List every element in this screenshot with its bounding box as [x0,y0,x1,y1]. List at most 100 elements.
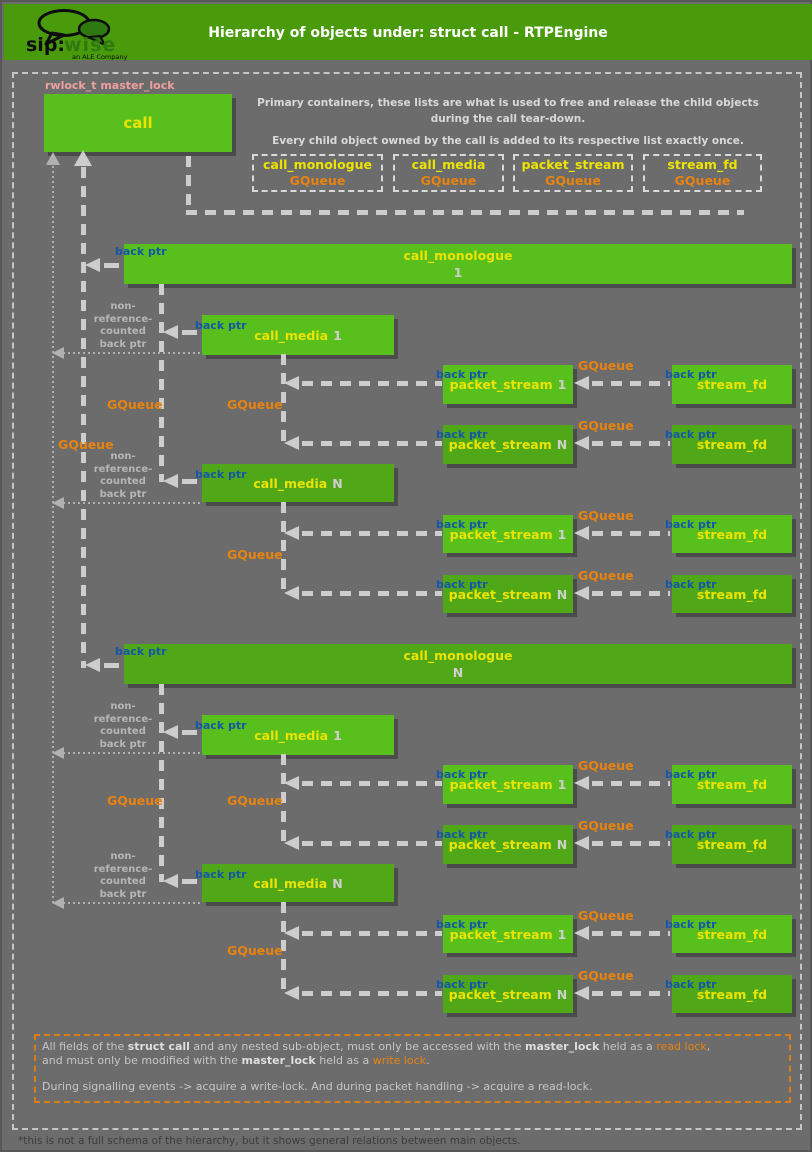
left-arrow-icon [284,926,299,940]
footnote: *this is not a full schema of the hierar… [18,1135,521,1147]
stream-link-line [302,991,442,996]
monologue-media-gqueue-line [159,684,164,882]
stream-fd-box: stream_fd [672,765,792,804]
left-arrow-icon [574,836,589,850]
box-title: call_media [253,875,328,891]
locking-note-box: All fields of the struct call and any ne… [34,1034,791,1103]
left-arrow-icon [163,474,178,488]
non-ref-backptr-label: non- reference- counted back ptr [93,701,153,750]
box-index: N [556,837,568,852]
legend-name: call_media [411,157,486,172]
gqueue-label: GQueue [227,397,283,412]
left-arrow-icon [52,347,64,359]
non-ref-backptr-label: non- reference- counted back ptr [93,451,153,500]
sipwise-logo: sip: wise an ALE Company [20,7,170,65]
logo-text-wise: wise [64,34,116,56]
stream-link-line [302,531,442,536]
box-title: stream_fd [696,926,768,942]
gqueue-label: GQueue [578,758,634,773]
packet-stream-box: packet_stream 1 [443,765,573,804]
gqueue-label: GQueue [578,968,634,983]
back-ptr-dash [182,479,197,484]
left-arrow-icon [52,747,64,759]
non-ref-backptr-line [52,166,54,904]
media-stream-gqueue-line [281,754,286,842]
sfd-link-line [592,991,670,996]
call-media-box: call_media 1 [202,315,394,355]
gqueue-label: GQueue [578,418,634,433]
packet-stream-box: packet_stream 1 [443,365,573,404]
left-arrow-icon [574,776,589,790]
back-ptr-label: back ptr [665,828,717,841]
box-title: stream_fd [696,986,768,1002]
gqueue-label: GQueue [58,437,114,452]
back-ptr-label: back ptr [195,719,247,732]
stream-link-line [302,591,442,596]
gqueue-label: GQueue [578,508,634,523]
packet-stream-box: packet_stream N [443,575,573,613]
legend-name: packet_stream [521,157,625,172]
left-arrow-icon [574,926,589,940]
stream-link-line [302,931,442,936]
back-ptr-label: back ptr [665,768,717,781]
back-ptr-label: back ptr [665,428,717,441]
page-title: Hierarchy of objects under: struct call … [208,25,608,41]
gqueue-label: GQueue [107,397,163,412]
sfd-link-line [592,591,670,596]
media-stream-gqueue-line [281,354,286,442]
legend-type: GQueue [420,173,477,188]
stream-fd-box: stream_fd [672,425,792,464]
left-arrow-icon [284,586,299,600]
description-text: Primary containers, these lists are what… [255,95,761,149]
call-media-box: call_media N [202,464,394,502]
stream-link-line [302,441,442,446]
left-arrow-icon [284,376,299,390]
note-line-3: During signalling events -> acquire a wr… [42,1080,593,1093]
packet-stream-box: packet_stream 1 [443,515,573,553]
gqueue-label: GQueue [578,818,634,833]
left-arrow-icon [574,436,589,450]
stream-link-line [302,841,442,846]
diagram-container [12,72,802,1130]
stream-fd-box: stream_fd [672,975,792,1013]
box-index: 1 [333,727,342,743]
box-index: 1 [557,377,567,392]
left-arrow-icon [284,776,299,790]
left-arrow-icon [574,526,589,540]
box-title: packet_stream [448,837,552,852]
box-index: 1 [333,327,342,343]
back-ptr-dash [182,330,197,335]
logo-text-sip: sip: [26,34,65,56]
gqueue-label: GQueue [578,568,634,583]
left-arrow-icon [284,436,299,450]
legend-box-call-monologue: call_monologue GQueue [252,154,383,192]
header-bar: sip: wise an ALE Company Hierarchy of ob… [4,4,812,61]
call-queues-connector-line [186,210,744,215]
back-ptr-label: back ptr [665,978,717,991]
left-arrow-icon [574,986,589,1000]
box-title: call_media [253,475,328,491]
box-title: call_monologue [403,648,513,663]
packet-stream-box: packet_stream 1 [443,915,573,953]
media-stream-gqueue-line [281,902,286,992]
up-arrow-icon [46,152,60,165]
sfd-link-line [592,381,670,386]
packet-stream-box: packet_stream N [443,425,573,464]
box-index: 1 [557,526,567,542]
non-ref-backptr-dotted-line [58,902,202,904]
box-title: stream_fd [696,837,768,852]
box-title: stream_fd [696,437,768,452]
sfd-link-line [592,531,670,536]
call-queues-connector-line [186,156,191,210]
sfd-link-line [592,931,670,936]
stream-fd-box: stream_fd [672,575,792,613]
left-arrow-icon [574,586,589,600]
monologue-media-gqueue-line [159,284,164,482]
box-title: call_media [254,727,329,743]
box-title: packet_stream [449,526,553,542]
left-arrow-icon [163,874,178,888]
back-ptr-dash [182,730,197,735]
back-ptr-label: back ptr [195,868,247,881]
sfd-link-line [592,841,670,846]
logo-tagline: an ALE Company [72,53,127,61]
